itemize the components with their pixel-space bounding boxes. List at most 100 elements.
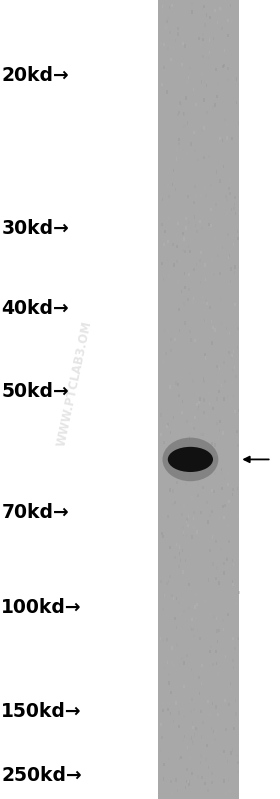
Bar bbox=[204, 319, 206, 322]
Bar bbox=[194, 216, 195, 219]
Bar bbox=[187, 298, 189, 301]
Bar bbox=[176, 245, 178, 248]
Bar bbox=[228, 703, 230, 706]
Bar bbox=[181, 657, 183, 660]
Bar bbox=[174, 501, 176, 504]
Bar bbox=[196, 230, 198, 233]
Bar bbox=[176, 233, 178, 237]
Bar bbox=[222, 138, 223, 141]
Bar bbox=[188, 582, 190, 586]
Bar bbox=[212, 105, 214, 109]
Bar bbox=[221, 321, 222, 324]
Bar bbox=[180, 491, 181, 495]
Bar bbox=[222, 619, 224, 622]
Bar bbox=[182, 570, 184, 574]
Text: 40kd→: 40kd→ bbox=[1, 299, 69, 318]
Text: 250kd→: 250kd→ bbox=[1, 765, 82, 785]
Bar bbox=[232, 559, 233, 562]
Bar bbox=[176, 481, 178, 484]
Bar bbox=[230, 4, 231, 7]
Bar bbox=[206, 14, 207, 17]
Bar bbox=[235, 713, 237, 716]
Bar bbox=[209, 713, 211, 716]
Bar bbox=[199, 259, 201, 262]
Bar bbox=[203, 105, 204, 108]
Bar bbox=[200, 459, 202, 463]
Bar bbox=[227, 396, 228, 399]
Bar bbox=[227, 559, 228, 562]
Ellipse shape bbox=[162, 438, 218, 481]
Bar bbox=[199, 692, 200, 695]
Bar bbox=[232, 19, 233, 22]
Bar bbox=[209, 51, 210, 54]
Bar bbox=[178, 565, 179, 568]
Text: 30kd→: 30kd→ bbox=[1, 219, 69, 238]
Bar bbox=[160, 42, 162, 46]
Bar bbox=[235, 699, 236, 702]
Bar bbox=[171, 4, 173, 7]
Bar bbox=[186, 534, 187, 537]
Bar bbox=[222, 505, 224, 508]
Bar bbox=[187, 195, 189, 198]
Bar bbox=[182, 42, 184, 45]
Bar bbox=[179, 614, 181, 617]
Bar bbox=[169, 31, 171, 34]
Bar bbox=[186, 81, 188, 84]
Bar bbox=[183, 685, 185, 688]
Bar bbox=[202, 54, 204, 58]
Bar bbox=[221, 472, 222, 475]
Bar bbox=[171, 662, 173, 665]
Bar bbox=[234, 303, 236, 306]
Bar bbox=[216, 630, 218, 633]
Bar bbox=[204, 781, 206, 785]
Bar bbox=[206, 111, 208, 114]
Bar bbox=[188, 515, 189, 518]
Text: 20kd→: 20kd→ bbox=[1, 66, 69, 85]
Bar bbox=[195, 593, 197, 596]
Bar bbox=[190, 423, 192, 426]
Bar bbox=[237, 327, 239, 330]
Bar bbox=[217, 713, 219, 716]
Bar bbox=[204, 264, 206, 267]
Bar bbox=[205, 299, 207, 302]
Bar bbox=[167, 330, 169, 333]
Bar bbox=[202, 33, 204, 36]
Bar bbox=[185, 97, 186, 100]
Bar bbox=[204, 353, 206, 356]
Bar bbox=[209, 778, 211, 781]
Bar bbox=[202, 377, 204, 380]
Bar bbox=[200, 448, 202, 451]
Bar bbox=[162, 702, 164, 705]
Bar bbox=[175, 381, 176, 384]
Bar bbox=[189, 471, 191, 475]
Bar bbox=[216, 617, 218, 620]
Bar bbox=[177, 384, 179, 387]
Bar bbox=[214, 103, 216, 106]
Bar bbox=[207, 55, 209, 58]
Bar bbox=[224, 699, 226, 702]
Bar bbox=[230, 686, 232, 690]
Bar bbox=[223, 779, 225, 782]
Bar bbox=[216, 566, 218, 570]
Bar bbox=[183, 302, 185, 305]
Bar bbox=[179, 662, 180, 666]
Bar bbox=[170, 780, 172, 783]
Bar bbox=[200, 511, 202, 515]
Bar bbox=[213, 463, 214, 466]
Bar bbox=[180, 756, 182, 759]
Bar bbox=[237, 770, 239, 773]
Bar bbox=[199, 637, 201, 640]
Bar bbox=[186, 420, 188, 423]
Bar bbox=[168, 217, 170, 220]
Bar bbox=[197, 494, 199, 497]
Bar bbox=[207, 598, 208, 602]
Bar bbox=[179, 329, 180, 332]
Bar bbox=[189, 67, 191, 70]
Bar bbox=[164, 329, 165, 332]
Bar bbox=[227, 483, 229, 487]
Bar bbox=[206, 415, 208, 419]
Text: 50kd→: 50kd→ bbox=[1, 382, 69, 401]
Bar bbox=[173, 720, 174, 723]
Bar bbox=[181, 411, 183, 415]
Bar bbox=[226, 123, 228, 126]
